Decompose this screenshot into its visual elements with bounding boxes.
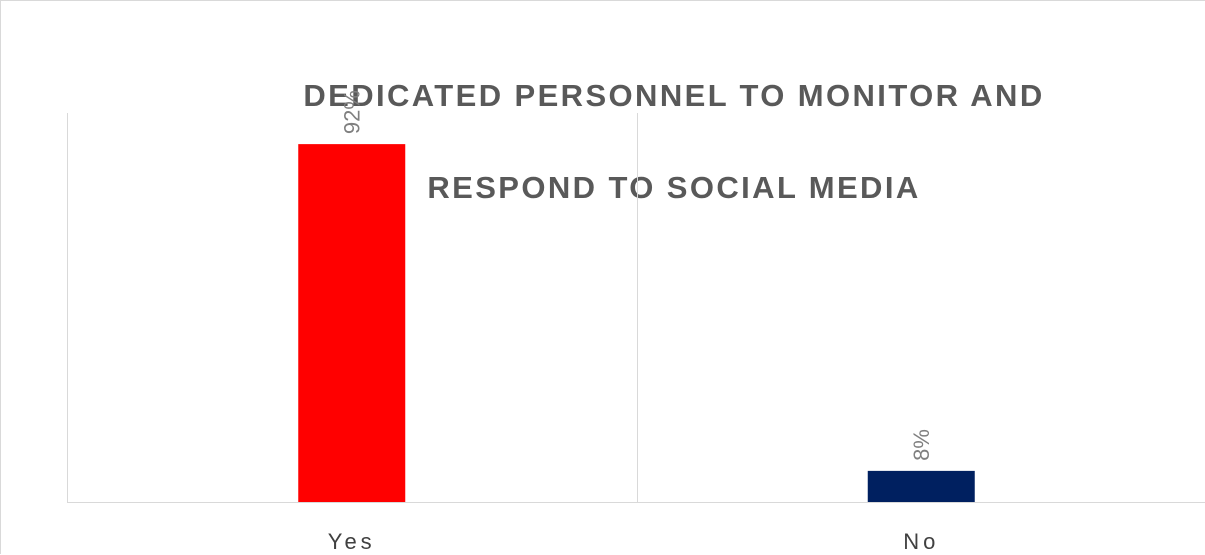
labels-layer: 92% Yes 8% No	[328, 90, 939, 554]
tick-label-no: No	[903, 529, 939, 554]
bars-layer	[298, 144, 975, 502]
data-label-no: 8%	[909, 429, 934, 461]
tick-label-yes: Yes	[328, 529, 376, 554]
data-label-yes: 92%	[340, 90, 365, 134]
bar-no	[867, 470, 975, 502]
bar-yes	[298, 144, 406, 502]
grid-layer	[67, 113, 1205, 503]
